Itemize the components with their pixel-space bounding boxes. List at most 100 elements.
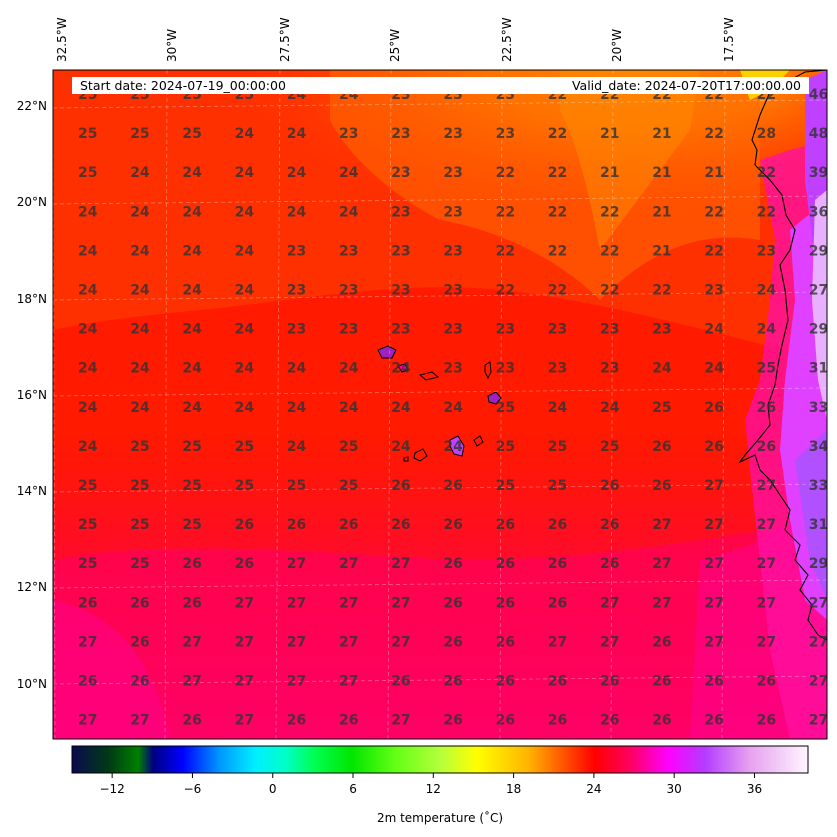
temperature-value: 22 [757,204,776,220]
temperature-value: 26 [78,674,97,690]
temperature-value: 24 [757,283,777,299]
temperature-value: 23 [339,283,358,299]
temperature-value: 24 [235,361,255,377]
temperature-value: 23 [600,361,619,377]
lat-label-10n: 10°N [17,677,47,691]
temperature-value: 24 [182,283,202,299]
temperature-value: 26 [391,517,410,533]
temperature-value: 23 [287,283,306,299]
temperature-value: 27 [652,595,671,611]
temperature-value: 27 [757,595,776,611]
temperature-value: 24 [130,165,150,181]
temperature-value: 26 [757,439,776,455]
temperature-value: 27 [339,595,358,611]
temperature-value: 26 [182,556,201,572]
colorbar-gradient [71,745,809,774]
temperature-value: 23 [600,322,619,338]
temperature-value: 24 [78,439,98,455]
temperature-value: 24 [235,243,255,259]
lon-label-20w: 20°W [610,29,624,62]
temperature-value: 26 [496,517,515,533]
temperature-value: 25 [757,361,776,377]
temperature-value: 23 [339,322,358,338]
temperature-value: 27 [600,595,619,611]
temperature-value: 25 [339,439,358,455]
temperature-value: 22 [600,283,619,299]
temperature-value: 27 [652,517,671,533]
temperature-value: 26 [182,713,201,729]
temperature-value: 24 [78,243,98,259]
temperature-value: 22 [704,243,723,259]
temperature-value: 27 [78,634,97,650]
temperature-value: 26 [130,595,149,611]
temperature-value: 24 [287,361,307,377]
temperature-value: 23 [443,243,462,259]
temperature-value: 26 [757,674,776,690]
temperature-value: 26 [548,595,567,611]
temperature-value: 27 [757,556,776,572]
lat-label-14n: 14°N [17,484,47,498]
temperature-value: 23 [391,243,410,259]
temperature-value: 27 [339,556,358,572]
temperature-value: 31 [809,517,828,533]
colorbar-tick-label: 18 [506,782,521,796]
temperature-value: 26 [652,634,671,650]
lon-label-25w: 25°W [388,29,402,62]
temperature-value: 25 [130,556,149,572]
temperature-value: 24 [78,204,98,220]
temperature-value: 27 [235,713,254,729]
lon-label-27-5w: 27.5°W [278,17,292,62]
temperature-value: 26 [704,713,723,729]
temperature-value: 25 [496,400,515,416]
temperature-value: 27 [809,595,828,611]
temperature-value: 25 [287,478,306,494]
temperature-value: 25 [78,126,97,142]
temperature-value: 29 [809,556,828,572]
lat-label-12n: 12°N [17,580,47,594]
longitude-labels: 32.5°W 30°W 27.5°W 25°W 22.5°W 20°W 17.5… [55,17,736,62]
temperature-value: 31 [809,361,828,377]
temperature-value: 22 [548,165,567,181]
temperature-value: 27 [704,517,723,533]
temperature-value: 23 [339,243,358,259]
temperature-value: 48 [809,126,828,142]
temperature-value: 27 [235,674,254,690]
temperature-value: 24 [235,165,255,181]
temperature-value: 46 [809,87,828,103]
temperature-value: 23 [496,322,515,338]
temperature-value: 22 [600,204,619,220]
temperature-value: 23 [496,361,515,377]
temperature-value: 24 [130,322,150,338]
temperature-value: 24 [339,204,359,220]
colorbar-tick-label: 0 [269,782,277,796]
temperature-value: 24 [287,165,307,181]
temperature-value: 25 [182,517,201,533]
temperature-value: 23 [339,126,358,142]
temperature-value: 23 [443,283,462,299]
temperature-value: 26 [652,439,671,455]
temperature-value: 26 [443,713,462,729]
temperature-value: 27 [182,674,201,690]
temperature-value: 25 [130,439,149,455]
temperature-value: 25 [652,400,671,416]
temperature-value: 22 [757,165,776,181]
temperature-value: 27 [652,556,671,572]
temperature-value: 24 [391,439,411,455]
temperature-value: 26 [391,674,410,690]
temperature-value: 26 [548,556,567,572]
temperature-value: 24 [130,361,150,377]
temperature-value: 22 [548,283,567,299]
temperature-value: 27 [130,713,149,729]
temperature-value: 26 [287,517,306,533]
temperature-value: 22 [600,243,619,259]
temperature-value: 22 [704,204,723,220]
temperature-value: 26 [130,674,149,690]
temperature-value: 26 [600,517,619,533]
latitude-labels: 22°N 20°N 18°N 16°N 14°N 12°N 10°N [17,99,47,691]
temperature-value: 24 [78,283,98,299]
temperature-value: 25 [548,439,567,455]
colorbar-tick-label: 30 [667,782,682,796]
map-frame [52,69,828,740]
temperature-value: 23 [443,361,462,377]
temperature-value: 26 [652,713,671,729]
